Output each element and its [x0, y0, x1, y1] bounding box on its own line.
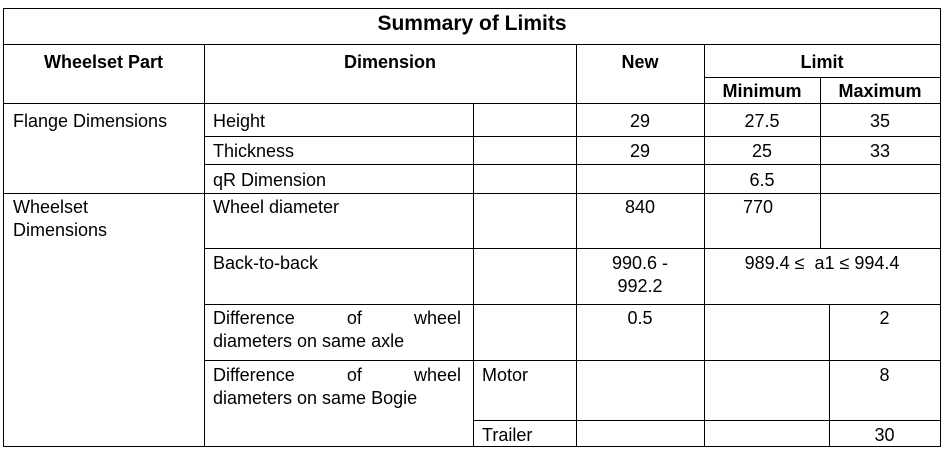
qr-dimension-min: 6.5 [749, 170, 775, 190]
header-new: New [621, 52, 659, 72]
thickness-min: 25 [751, 141, 773, 161]
diff-bogie-label-line1: Difference of wheel [213, 365, 461, 385]
diff-axle-label-line2: diameters on same axle [213, 331, 405, 351]
thickness-new: 29 [629, 141, 651, 161]
wheelset-dimensions-label-line2: Dimensions [13, 220, 108, 240]
thickness-label: Thickness [213, 141, 295, 161]
new-column-line [576, 44, 577, 447]
back-to-back-limit: 989.4 ≤ a1 ≤ 994.4 [744, 253, 900, 273]
qr-dimension-label: qR Dimension [213, 170, 327, 190]
flange-dimensions-label: Flange Dimensions [13, 111, 168, 131]
flange-group-line [3, 193, 941, 194]
part-column-line [204, 44, 205, 447]
table-border-top [3, 8, 941, 9]
diameter-row-line [204, 248, 941, 249]
height-min: 27.5 [744, 111, 780, 131]
header-bottom-line [3, 103, 941, 104]
back-to-back-label: Back-to-back [213, 253, 319, 273]
motor-max: 8 [879, 365, 890, 385]
trailer-max: 30 [874, 425, 895, 445]
back-to-back-new-line1: 990.6 - [611, 253, 669, 273]
limit-split-line [704, 77, 941, 78]
header-limit: Limit [800, 52, 844, 72]
height-max: 35 [869, 111, 891, 131]
table-border-left [3, 8, 4, 447]
limit-column-line [704, 44, 705, 447]
min-max-line-lower [829, 304, 830, 447]
diff-axle-label-line1: Difference of wheel [213, 308, 461, 328]
thickness-row-line [204, 164, 941, 165]
header-maximum: Maximum [838, 81, 922, 101]
height-label: Height [213, 111, 266, 131]
table-title: Summary of Limits [377, 12, 567, 35]
thickness-max: 33 [869, 141, 891, 161]
wheelset-dimensions-label-line1: Wheelset [13, 197, 89, 217]
header-minimum: Minimum [722, 81, 802, 101]
min-max-line-upper [820, 77, 821, 249]
motor-label: Motor [482, 365, 529, 385]
back-to-back-new-line2: 992.2 [617, 276, 663, 296]
back-to-back-row-line [204, 304, 941, 305]
motor-row-line [473, 420, 941, 421]
height-row-line [204, 136, 941, 137]
header-wheelset-part: Wheelset Part [43, 52, 164, 72]
dimension-sub-line [473, 103, 474, 446]
wheel-diameter-min: 770 [743, 197, 774, 217]
wheel-diameter-new: 840 [624, 197, 656, 217]
diff-axle-new: 0.5 [627, 308, 653, 328]
diff-axle-row-line [204, 360, 941, 361]
title-bottom-line [3, 44, 941, 45]
wheel-diameter-label: Wheel diameter [213, 197, 340, 217]
diff-bogie-label-line2: diameters on same Bogie [213, 388, 418, 408]
table-border-right [940, 8, 941, 447]
table-border-bottom [3, 446, 941, 447]
trailer-label: Trailer [482, 425, 533, 445]
header-dimension: Dimension [343, 52, 436, 72]
diff-axle-max: 2 [879, 308, 890, 328]
height-new: 29 [629, 111, 651, 131]
